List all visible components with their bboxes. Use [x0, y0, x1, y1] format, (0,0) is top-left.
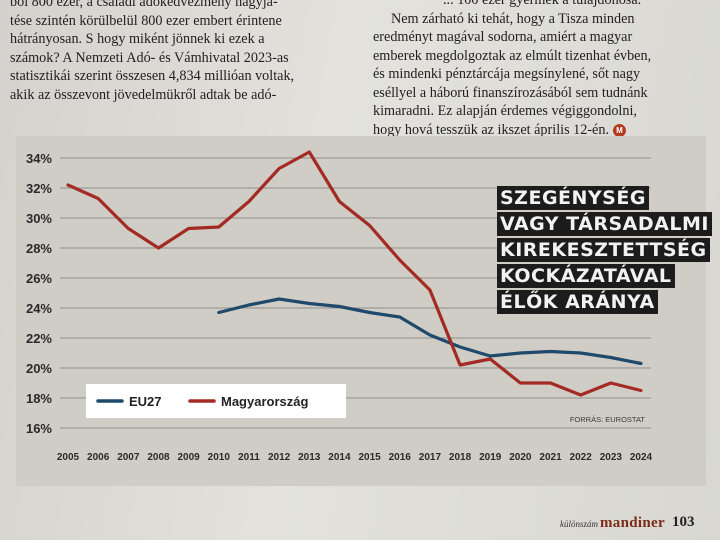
article-line: számok? A Nemzeti Adó- és Vámhivatal 202… [10, 49, 289, 66]
article-line: eséllyel a háború finanszírozásából sem … [373, 84, 648, 101]
article-line: kimaradni. Ez alapján érdemes végiggondo… [373, 103, 637, 119]
article-text-right: ... 100 ezer gyermek a tulajdonosa. Nem … [373, 0, 699, 139]
article-line: akik az összevont jövedelmükről adtak be… [10, 86, 277, 103]
x-tick-label: 2016 [389, 452, 412, 463]
x-tick-label: 2007 [117, 452, 140, 463]
article-line: és mindenki pénztárcája megsínylené, sőt… [373, 66, 641, 82]
x-tick-label: 2008 [147, 452, 170, 463]
x-tick-label: 2009 [178, 452, 201, 463]
chart-title-line: KOCKÁZATÁVAL [497, 264, 675, 288]
x-tick-label: 2015 [358, 452, 381, 463]
x-tick-label: 2005 [57, 452, 80, 463]
brand-small-label: különszám [560, 519, 598, 529]
chart-title-line: KIREKESZTETTSÉG [497, 238, 710, 262]
x-tick-label: 2022 [570, 452, 593, 463]
y-tick-label: 18% [26, 391, 52, 406]
brand-name: mandiner [600, 515, 665, 531]
article-line: tése szintén körülbelül 800 ezer embert … [10, 12, 282, 29]
y-tick-label: 30% [26, 211, 52, 226]
article-text-left: ból 800 ezer, a családi adókedvezmény na… [10, 0, 355, 104]
y-tick-label: 24% [26, 301, 52, 316]
x-tick-label: 2013 [298, 452, 321, 463]
y-tick-label: 20% [26, 361, 52, 376]
article-line: hogy hová tesszük az ikszet április 12-é… [373, 121, 609, 138]
x-tick-label: 2017 [419, 452, 442, 463]
page-number: 103 [672, 514, 695, 530]
line-chart: 34% 32% 30% 28% 26% 24% 22% 20% 18% 16% 2005 2006 20… [26, 150, 653, 463]
source-note: FORRÁS: EUROSTAT [570, 415, 646, 424]
y-tick-label: 32% [26, 181, 52, 196]
article-line: hátrányosan. S hogy miként jönnek ki eze… [10, 31, 265, 47]
chart-title-line: VAGY TÁRSADALMI [497, 212, 712, 236]
y-tick-label: 16% [26, 421, 52, 436]
brand-logo: különszám mandiner [560, 515, 665, 532]
article-line: emberek megdolgoztak az elmúlt tizenhat … [373, 47, 652, 64]
article-line: ból 800 ezer, a családi adókedvezmény na… [10, 0, 278, 10]
y-tick-label: 26% [26, 271, 52, 286]
article-line: eredményt magával sodorna, amiért a magy… [373, 29, 633, 45]
x-tick-label: 2014 [328, 452, 351, 463]
series-line-eu27 [217, 297, 643, 366]
x-tick-label: 2024 [630, 452, 653, 463]
chart-title-line: ÉLŐK ARÁNYA [497, 290, 658, 314]
article-line: Nem zárható ki tehát, hogy a Tisza minde… [391, 10, 635, 27]
x-tick-label: 2019 [479, 452, 502, 463]
x-tick-label: 2021 [539, 452, 562, 463]
x-tick-label: 2010 [208, 452, 231, 463]
y-tick-label: 22% [26, 331, 52, 346]
article-line-last: hogy hová tesszük az ikszet április 12-é… [373, 121, 699, 140]
x-tick-label: 2023 [600, 452, 623, 463]
chart-title-line: SZEGÉNYSÉG [497, 186, 649, 210]
article-line: ... 100 ezer gyermek a tulajdonosa. [443, 0, 642, 8]
legend-box [86, 384, 346, 418]
x-tick-label: 2020 [509, 452, 532, 463]
x-tick-label: 2006 [87, 452, 110, 463]
y-tick-label: 34% [26, 151, 52, 166]
chart-title: SZEGÉNYSÉG VAGY TÁRSADALMI KIREKESZTETTS… [497, 186, 712, 316]
legend-label: Magyarország [221, 394, 308, 409]
end-mark-icon: M [613, 123, 626, 137]
x-tick-label: 2012 [268, 452, 291, 463]
article-line: statisztikái szerint összesen 4,834 mill… [10, 68, 295, 84]
y-tick-label: 28% [26, 241, 52, 256]
legend-label: EU27 [129, 394, 162, 409]
series-line-magyarország [66, 150, 643, 397]
x-tick-label: 2011 [238, 452, 260, 463]
x-tick-label: 2018 [449, 452, 472, 463]
